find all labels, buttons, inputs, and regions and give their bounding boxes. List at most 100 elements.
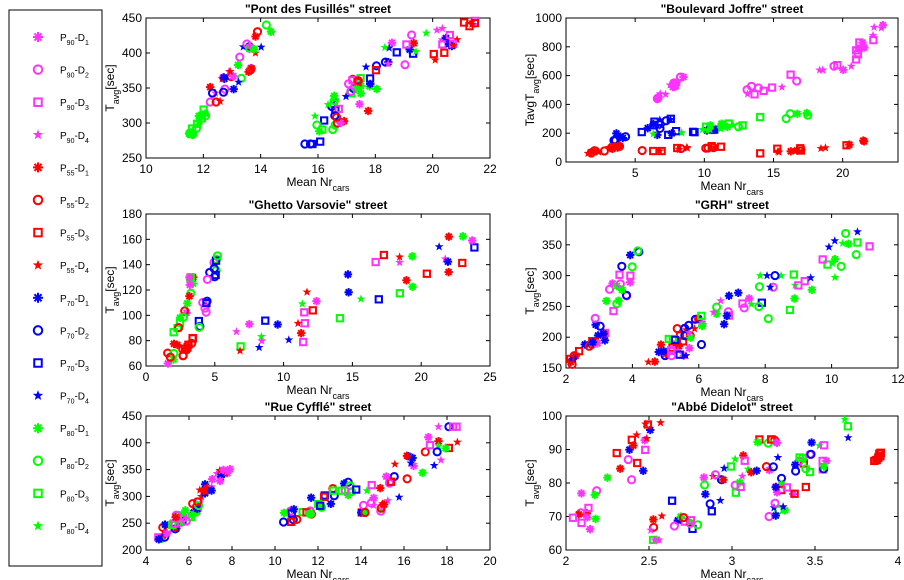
legend-label-p70d4: P70-D4 — [60, 392, 89, 406]
x-tick-label: 10 — [698, 166, 712, 180]
data-point-p90d1 — [772, 438, 782, 448]
data-point-p70d1 — [791, 460, 800, 469]
data-point-p90d3 — [833, 60, 842, 70]
data-point-p90d4 — [777, 82, 787, 91]
panel-3: 0 5 10 15 20 25 60 80 100 120 140 160 180 "Ghetto Var… — [103, 198, 497, 401]
y-tick-label: 60 — [549, 543, 563, 557]
data-point-p90d1 — [312, 296, 321, 306]
data-point-p55d4 — [657, 511, 667, 520]
y-tick-label: 400 — [122, 46, 142, 60]
data-point-p55d4 — [656, 418, 665, 427]
x-tick-label: 4 — [895, 554, 902, 568]
data-point-p90d1 — [839, 65, 848, 75]
x-tick-label: 12 — [891, 372, 904, 386]
legend-marker-p70d3 — [33, 358, 43, 368]
data-point-p90d4 — [650, 535, 660, 544]
data-point-p70d1 — [306, 493, 316, 502]
data-point-p80d1 — [195, 117, 204, 126]
y-axis-label: Tavg[sec] — [523, 267, 541, 314]
data-point-p70d3 — [352, 485, 361, 494]
data-point-p90d4 — [661, 89, 670, 99]
panel-6: 2 2.5 3 3.5 4 60 70 80 90 100 "Abbé Didelot" stree… — [523, 400, 902, 580]
data-point-p70d1 — [618, 133, 628, 143]
data-point-p90d2 — [590, 313, 600, 323]
data-point-p80d4 — [434, 441, 443, 450]
data-point-p55d4 — [251, 48, 260, 57]
data-point-p90d3 — [740, 456, 749, 465]
panel-1: 10 12 14 16 18 20 22 250 300 350 400 450 "Pont des F… — [103, 2, 497, 193]
data-point-p55d1 — [402, 276, 411, 285]
data-point-p55d3 — [612, 448, 621, 458]
data-point-p80d1 — [408, 252, 417, 261]
data-point-p90d3 — [371, 257, 380, 267]
x-axis-label: Mean Nrcars — [700, 567, 764, 580]
legend-marker-p90d4 — [32, 129, 44, 140]
data-point-p80d2 — [841, 228, 851, 238]
data-point-p70d4 — [341, 91, 351, 101]
data-point-p80d3 — [335, 314, 345, 323]
data-point-p90d4 — [383, 59, 393, 68]
data-point-p80d4 — [179, 508, 189, 517]
legend-label-p55d2: P55-D2 — [60, 196, 89, 210]
data-point-p55d3 — [566, 354, 575, 364]
data-point-p90d4 — [437, 35, 447, 44]
data-point-p70d4 — [824, 242, 834, 251]
data-point-p80d4 — [720, 121, 730, 130]
x-tick-label: 4 — [143, 554, 150, 568]
legend-marker-p80d3 — [33, 488, 43, 499]
data-point-p80d4 — [165, 518, 175, 528]
data-point-p90d2 — [407, 30, 417, 40]
data-point-p80d2 — [754, 282, 765, 292]
data-point-p55d2 — [252, 27, 263, 37]
data-point-p55d3 — [574, 346, 584, 356]
data-point-p70d2 — [330, 111, 340, 121]
x-tick-label: 20 — [426, 162, 440, 176]
data-point-p70d4 — [719, 463, 729, 473]
y-axis-label-group: Tavg[sec] — [523, 267, 541, 314]
data-point-p80d3 — [726, 462, 736, 471]
data-point-p70d1 — [649, 120, 658, 129]
data-point-p80d1 — [441, 444, 450, 453]
data-point-p90d3 — [818, 255, 827, 264]
data-point-p90d1 — [424, 432, 433, 442]
data-point-p90d3 — [667, 346, 676, 356]
data-point-p90d2 — [384, 478, 394, 488]
data-point-p70d1 — [734, 288, 743, 297]
data-point-p70d2 — [432, 447, 442, 457]
data-point-p80d2 — [763, 314, 773, 324]
data-point-p80d4 — [297, 299, 307, 308]
y-tick-label: 60 — [129, 359, 143, 373]
data-point-p55d2 — [376, 503, 386, 513]
data-point-p90d4 — [245, 41, 254, 50]
data-point-p70d1 — [659, 346, 668, 356]
data-point-p80d2 — [836, 261, 846, 271]
data-point-p90d4 — [655, 89, 665, 98]
data-point-p80d4 — [177, 518, 186, 527]
data-point-p90d4 — [434, 422, 443, 431]
y-tick-label: 70 — [549, 510, 563, 524]
data-point-p70d2 — [684, 320, 694, 330]
data-point-p80d1 — [844, 239, 853, 248]
data-point-p70d2 — [661, 116, 671, 126]
data-point-p55d2 — [193, 497, 203, 507]
data-point-p90d2 — [200, 303, 210, 313]
data-point-p90d3 — [786, 70, 795, 79]
y-tick-label: 300 — [542, 269, 562, 283]
data-point-p55d2 — [332, 112, 342, 122]
data-point-p70d3 — [211, 256, 221, 265]
data-point-p80d1 — [819, 462, 828, 471]
data-point-p70d1 — [667, 129, 676, 138]
x-tick-label: 10 — [277, 370, 291, 384]
legend-marker-p80d4 — [32, 520, 44, 531]
data-point-p80d1 — [830, 255, 840, 264]
x-axis-label: Mean Nrcars — [700, 179, 764, 197]
data-point-p80d3 — [187, 129, 196, 139]
data-point-p55d2 — [360, 507, 370, 518]
data-point-p70d1 — [722, 311, 732, 320]
data-point-p90d4 — [868, 30, 878, 40]
data-point-p70d3 — [637, 127, 646, 137]
data-point-p70d1 — [719, 319, 729, 329]
data-point-p80d2 — [633, 246, 643, 256]
data-point-p80d4 — [356, 294, 366, 303]
data-point-p55d2 — [165, 352, 175, 362]
